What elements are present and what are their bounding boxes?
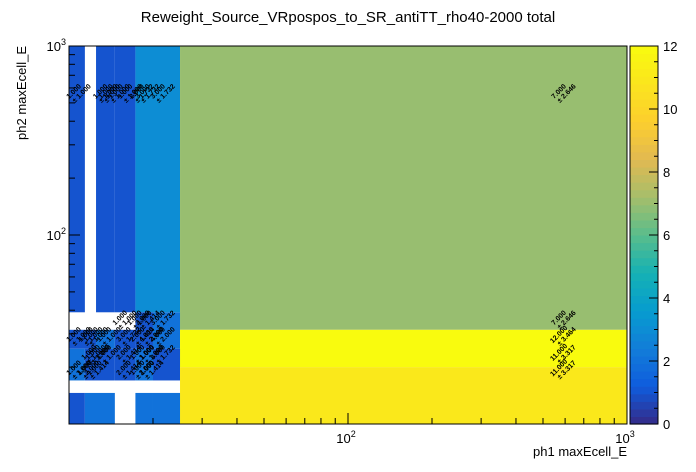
- x-tick-labels: 102 103: [336, 429, 634, 446]
- heatmap-cell: [114, 348, 136, 381]
- x-tick-label: 102: [336, 429, 355, 446]
- colorbar-tick-label: 12: [663, 39, 677, 54]
- colorbar-swatch: [630, 46, 658, 55]
- colorbar-swatch: [630, 242, 658, 251]
- heatmap-cell: [180, 46, 627, 330]
- colorbar-swatch: [630, 416, 658, 425]
- colorbar-swatch: [630, 83, 658, 92]
- colorbar-swatch: [630, 303, 658, 312]
- colorbar-swatch: [630, 280, 658, 289]
- colorbar-swatch: [630, 355, 658, 365]
- colorbar-swatch: [630, 76, 658, 85]
- colorbar-swatch: [630, 136, 658, 145]
- heatmap-cell: [114, 46, 136, 313]
- colorbar-swatch: [630, 212, 658, 221]
- colorbar-swatch: [630, 325, 658, 334]
- x-tick-label: 103: [615, 429, 634, 446]
- colorbar-swatch: [630, 310, 658, 319]
- colorbar-swatch: [630, 378, 658, 387]
- heatmap-cell: [84, 348, 115, 381]
- heatmap-cell: [135, 312, 153, 349]
- heatmap-cell: [135, 392, 153, 424]
- heatmap-cell: [96, 46, 115, 313]
- heatmap-cell: [135, 348, 153, 381]
- colorbar-tick-label: 2: [663, 354, 670, 369]
- colorbar-swatch: [630, 129, 658, 138]
- colorbar-swatch: [630, 174, 658, 183]
- colorbar-swatch: [630, 250, 658, 259]
- colorbar-swatch: [630, 61, 658, 70]
- colorbar-tick-label: 6: [663, 228, 670, 243]
- colorbar-swatch: [630, 265, 658, 274]
- colorbar-swatch: [630, 386, 658, 395]
- chart-title: Reweight_Source_VRpospos_to_SR_antiTT_rh…: [141, 9, 555, 26]
- colorbar-swatch: [630, 159, 658, 168]
- colorbar-swatch: [630, 151, 658, 160]
- colorbar-swatch: [630, 371, 658, 380]
- heatmap-cell: [114, 329, 136, 349]
- colorbar-swatch: [630, 287, 658, 297]
- y-tick-labels: 102 103: [47, 37, 66, 243]
- colorbar-swatch: [630, 401, 658, 410]
- heatmap-cell: [180, 367, 627, 424]
- colorbar-tick-label: 4: [663, 291, 670, 306]
- colorbar-tick-label: 0: [663, 417, 670, 432]
- colorbar-swatch: [630, 106, 658, 115]
- colorbar-swatch: [630, 182, 658, 191]
- colorbar-swatch: [630, 91, 658, 100]
- colorbar-swatch: [630, 393, 658, 402]
- colorbar-swatch: [630, 257, 658, 266]
- colorbar-swatch: [630, 340, 658, 349]
- y-tick-label: 102: [47, 226, 66, 243]
- y-axis-label: ph2 maxEcell_E: [14, 46, 29, 140]
- colorbar-swatch: [630, 53, 658, 62]
- colorbar-tick-label: 10: [663, 102, 677, 117]
- heatmap-cell: [152, 312, 181, 349]
- heatmap-cell: [135, 46, 181, 313]
- colorbar-swatch: [630, 98, 658, 108]
- heatmap-cell: [69, 46, 85, 313]
- heatmap-cell: [69, 348, 85, 381]
- heatmap-cell: [180, 329, 627, 368]
- colorbar-swatch: [630, 235, 658, 244]
- y-axis-ticks: [69, 54, 80, 425]
- colorbar-ticks: 0 2 4 6 8 10 12: [649, 39, 677, 432]
- colorbar-swatch: [630, 144, 658, 153]
- colorbar-swatch: [630, 348, 658, 357]
- colorbar-swatch: [630, 219, 658, 229]
- heatmap-cell: [69, 329, 97, 349]
- y-tick-label: 103: [47, 37, 66, 54]
- colorbar-swatch: [630, 363, 658, 372]
- heatmap-cell: [69, 392, 85, 424]
- colorbar-swatch: [630, 408, 658, 418]
- colorbar-swatch: [630, 189, 658, 198]
- colorbar-swatch: [630, 114, 658, 123]
- colorbar-tick-label: 8: [663, 165, 670, 180]
- heatmap-cell: [152, 392, 181, 424]
- colorbar: [629, 45, 659, 425]
- colorbar-swatch: [630, 166, 658, 176]
- colorbar-swatch: [630, 227, 658, 236]
- colorbar-swatch: [630, 121, 658, 130]
- colorbar-swatch: [630, 295, 658, 304]
- colorbar-swatch: [630, 68, 658, 77]
- heatmap-cell: [84, 392, 115, 424]
- colorbar-swatch: [630, 318, 658, 327]
- colorbar-swatch: [630, 204, 658, 213]
- heatmap-cell: [96, 329, 115, 349]
- heatmap-cell: [152, 348, 181, 381]
- heatmap-cells: [69, 46, 627, 424]
- colorbar-swatch: [630, 272, 658, 281]
- x-axis-label: ph1 maxEcell_E: [533, 444, 627, 459]
- x-axis-ticks: [68, 413, 615, 424]
- colorbar-swatch: [630, 333, 658, 342]
- colorbar-swatch: [630, 197, 658, 206]
